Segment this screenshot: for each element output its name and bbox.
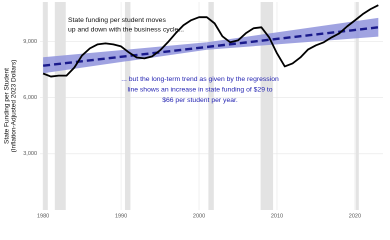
annotation: ... but the long-term trend as given by … — [121, 76, 279, 83]
y-tick-label: 3,000 — [23, 151, 37, 157]
y-axis-title: State Funding per Student — [4, 68, 11, 144]
y-tick-label: 6,000 — [23, 95, 37, 101]
data-line — [42, 4, 379, 78]
annotation: State funding per student moves — [68, 17, 166, 24]
recession-shade — [355, 2, 359, 210]
annotation: up and down with the business cycle... — [68, 26, 184, 33]
recession-shade — [43, 2, 48, 210]
confidence-band — [43, 42, 207, 74]
recession-shade — [208, 2, 214, 210]
x-tick-label: 1990 — [115, 213, 127, 219]
chart: 3,000 6,000 9,000 1980 1990 2000 2010 2020 State… — [4, 2, 383, 219]
annotation: line shows an increase in state funding … — [127, 86, 272, 93]
confidence-band — [206, 17, 379, 50]
x-tick-label: 2020 — [349, 213, 361, 219]
x-tick-label: 1980 — [37, 213, 49, 219]
annotation: $66 per student per year. — [162, 97, 238, 104]
x-tick-label: 2010 — [271, 213, 283, 219]
regression-line — [42, 26, 379, 67]
recession-shade — [260, 2, 274, 210]
x-tick-label: 2000 — [193, 213, 205, 219]
y-axis-title: (Inflation-Adjusted 2023 Dollars) — [11, 60, 18, 153]
recession-shade — [54, 2, 66, 210]
y-tick-label: 9,000 — [23, 39, 37, 45]
recession-shade — [124, 2, 131, 210]
